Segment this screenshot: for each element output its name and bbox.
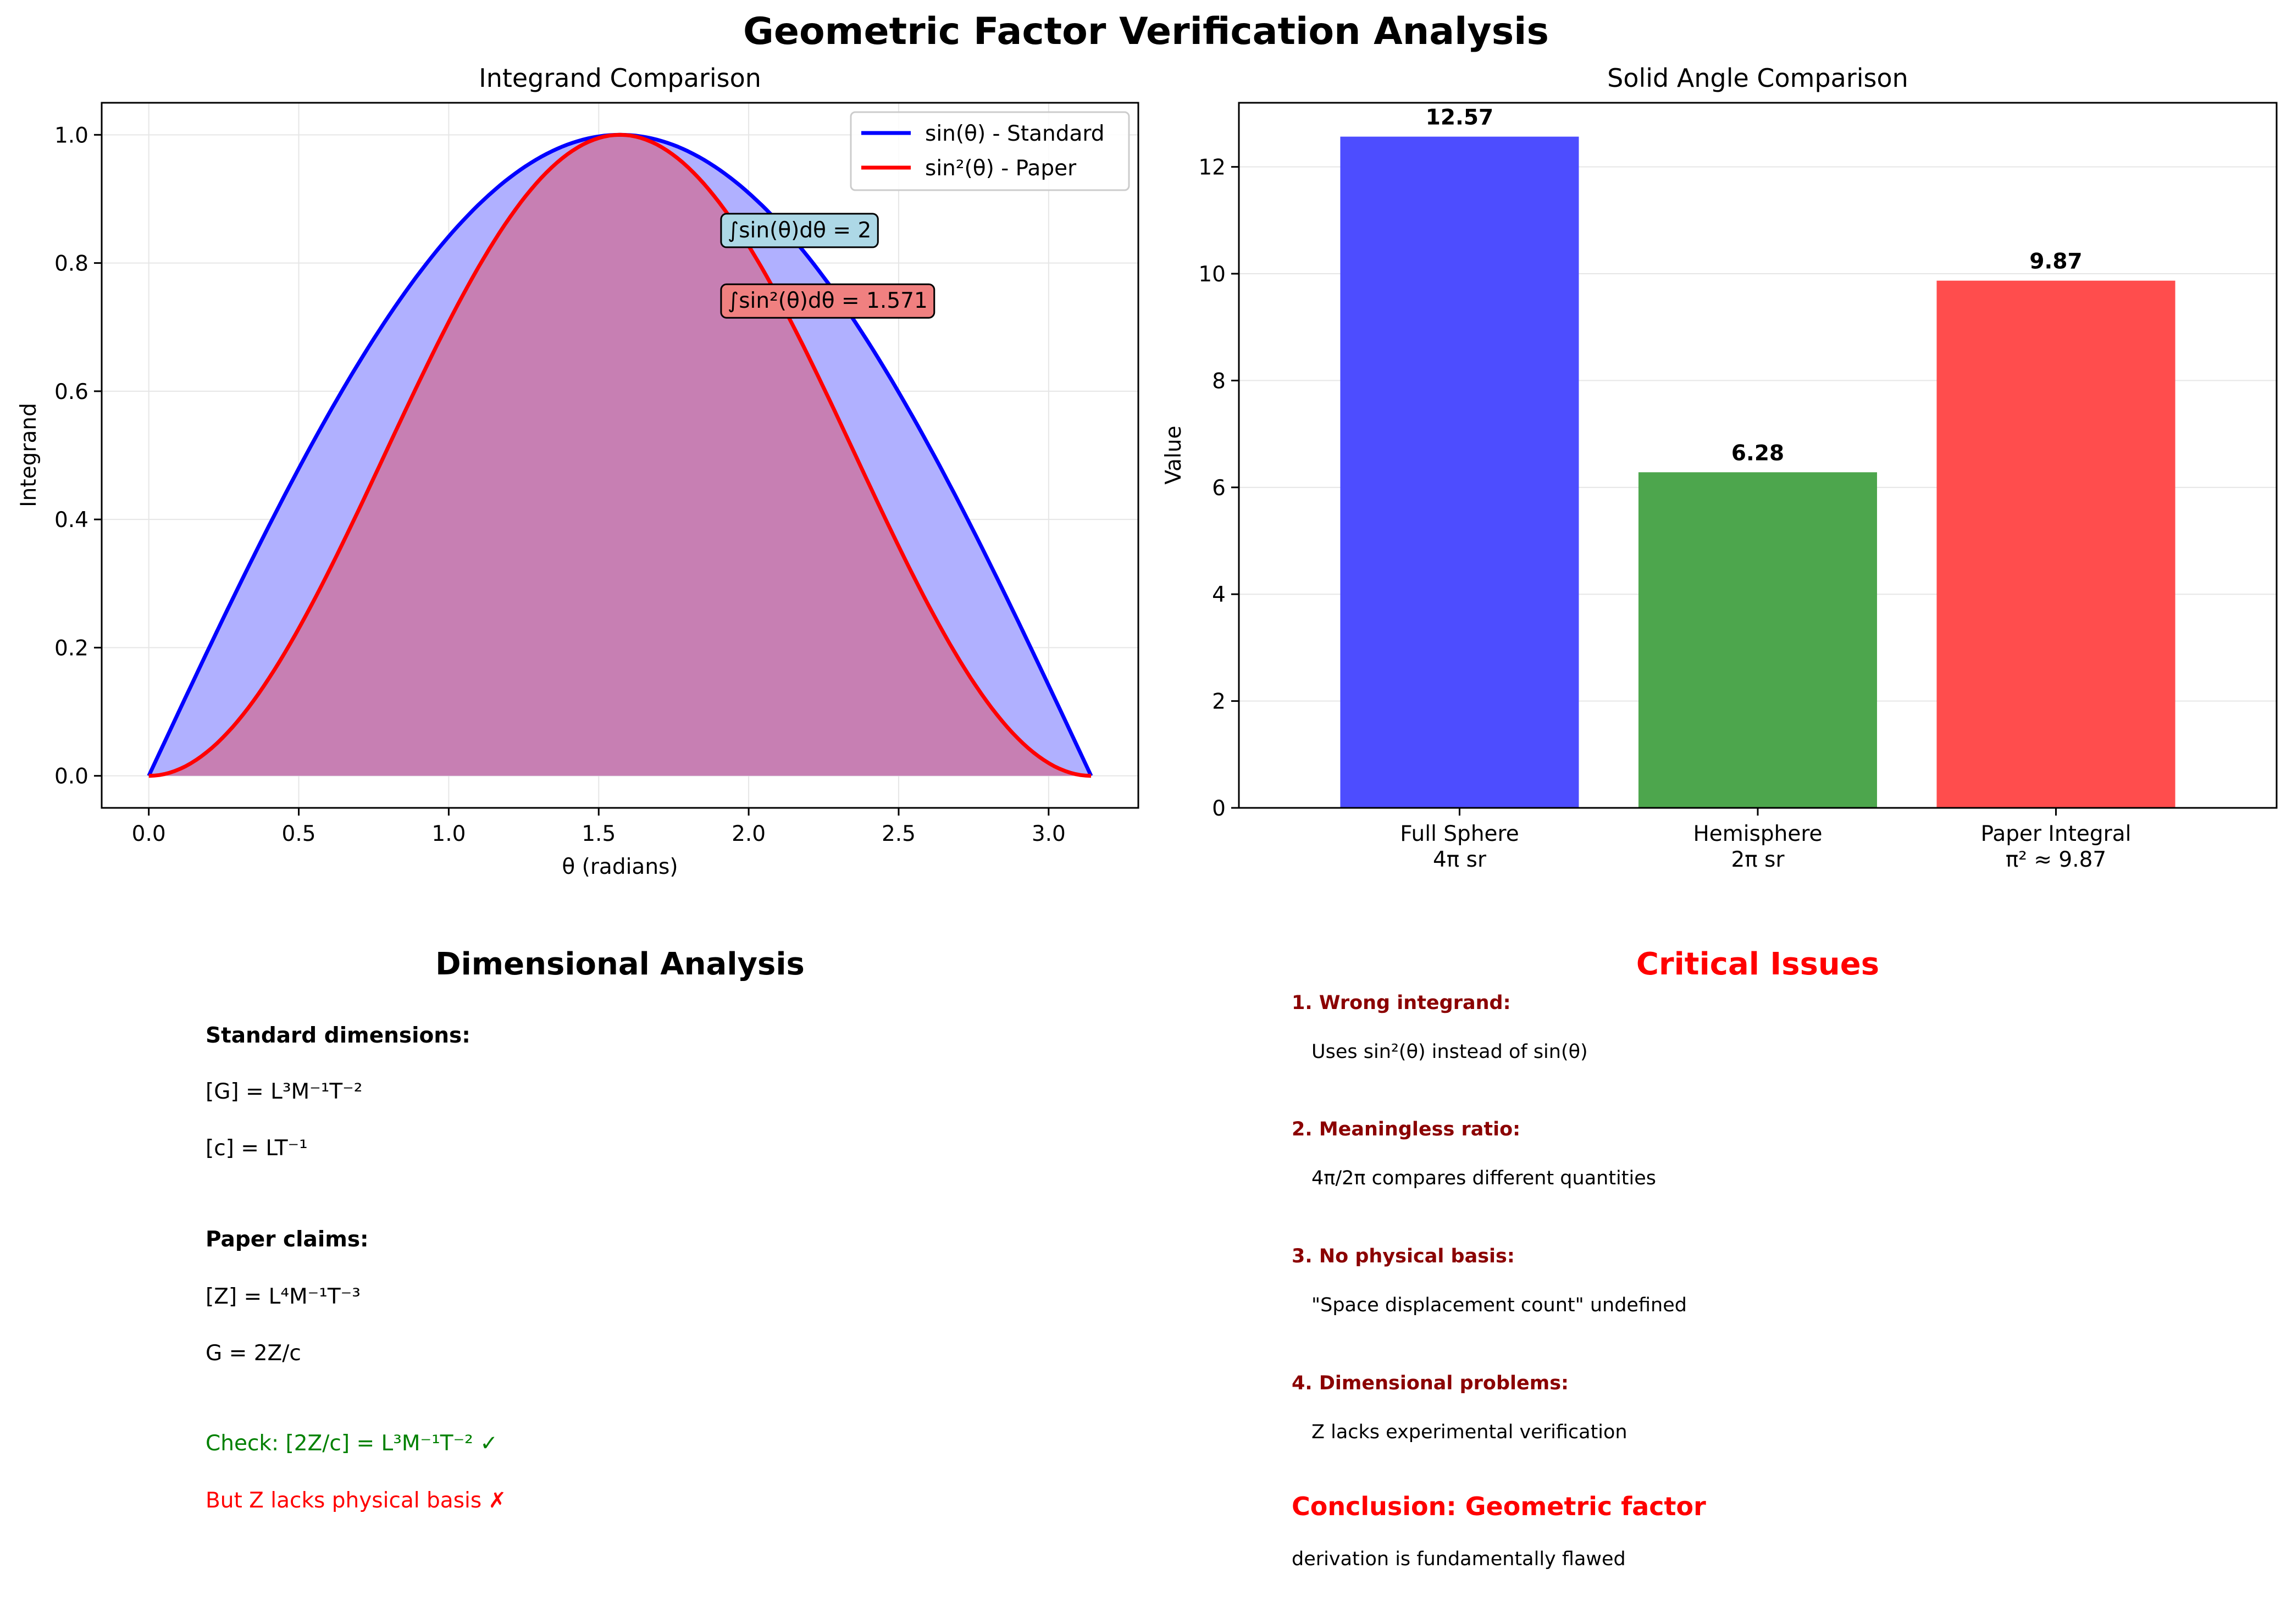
chart2-value-label: 9.87 — [2029, 250, 2082, 274]
issue-2-body: 4π/2π compares different quantities — [1311, 1167, 1656, 1189]
chart2-xtick-label: 2π sr — [1731, 847, 1785, 872]
chart1-fill-series-1 — [148, 135, 1092, 776]
annotation-box — [720, 283, 935, 319]
chart2-ytick-label: 4 — [1212, 583, 1226, 607]
chart2-bar-1 — [1638, 472, 1878, 808]
chart1-ytick-label: 1.0 — [54, 123, 88, 148]
issue-3-heading: 3. No physical basis: — [1292, 1245, 1515, 1267]
chart1-legend: sin(θ) - Standard sin²(θ) - Paper — [850, 111, 1130, 191]
issue-4-heading: 4. Dimensional problems: — [1292, 1372, 1569, 1394]
annotation-text: ∫sin(θ)dθ = 2 — [728, 218, 871, 243]
annotation-text: ∫sin²(θ)dθ = 1.571 — [728, 289, 928, 313]
chart2-ytick-label: 2 — [1212, 690, 1226, 714]
paper-claims-heading: Paper claims: — [206, 1227, 369, 1252]
chart2-ytick-label: 10 — [1198, 262, 1226, 287]
chart1-xtick-label: 0.0 — [132, 822, 166, 846]
chart1-ytick-label: 0.0 — [54, 764, 88, 789]
chart2-bars — [1340, 136, 2175, 808]
legend-frame — [850, 111, 1130, 191]
issue-1-heading: 1. Wrong integrand: — [1292, 992, 1511, 1014]
figure-title: Geometric Factor Verification Analysis — [743, 10, 1549, 53]
solid-angle-chart: Solid Angle Comparison 0 2 4 6 8 10 12 Full Sp… — [1161, 63, 2278, 872]
issue-3-body: "Space displacement count" undefined — [1311, 1294, 1687, 1316]
issue-1-body: Uses sin²(θ) instead of sin(θ) — [1311, 1041, 1588, 1063]
chart1-annotations: ∫sin(θ)dθ = 2 ∫sin²(θ)dθ = 1.571 — [720, 213, 935, 319]
chart1-xtick-label: 2.5 — [882, 822, 916, 846]
chart2-bar-0 — [1340, 136, 1579, 808]
chart2-xtick-label: Paper Integral — [1981, 822, 2132, 846]
conclusion-body: derivation is fundamentally flawed — [1292, 1548, 1626, 1570]
c-dimension: [c] = LT⁻¹ — [206, 1136, 308, 1161]
chart1-xtick-label: 2.0 — [732, 822, 766, 846]
but-line: But Z lacks physical basis ✗ — [206, 1488, 507, 1513]
chart2-value-label: 12.57 — [1426, 106, 1493, 130]
chart2-xtick-label: π² ≈ 9.87 — [2006, 847, 2106, 872]
chart1-xlabel: θ (radians) — [562, 855, 678, 879]
chart1-xtick-label: 1.0 — [431, 822, 466, 846]
issues-title: Critical Issues — [1636, 946, 1880, 982]
chart1-ytick-label: 0.6 — [54, 380, 88, 404]
chart2-ytick-label: 12 — [1198, 156, 1226, 180]
chart1-annotation-1: ∫sin²(θ)dθ = 1.571 — [720, 283, 935, 319]
chart2-ytick-label: 6 — [1212, 476, 1226, 501]
chart2-title: Solid Angle Comparison — [1607, 63, 1908, 93]
standard-dimensions-heading: Standard dimensions: — [206, 1023, 470, 1048]
chart2-xtick-label: 4π sr — [1433, 847, 1487, 872]
chart1-lines — [147, 132, 1093, 778]
chart2-bar-2 — [1936, 280, 2175, 808]
chart2-xtick-label: Full Sphere — [1400, 822, 1519, 846]
annotation-box — [720, 213, 879, 248]
chart2-value-label: 6.28 — [1731, 441, 1784, 465]
chart2-ylabel: Value — [1161, 425, 1186, 484]
chart1-axes-frame — [101, 102, 1139, 809]
legend-label-sin: sin(θ) - Standard — [925, 121, 1104, 146]
chart2-ytick-label: 0 — [1212, 796, 1226, 821]
chart1-fills — [148, 135, 1092, 776]
g-equation: G = 2Z/c — [206, 1341, 301, 1366]
g-dimension: [G] = L³M⁻¹T⁻² — [206, 1079, 363, 1104]
issue-4-body: Z lacks experimental verification — [1311, 1421, 1627, 1443]
chart2-y-ticks: 0 2 4 6 8 10 12 — [1198, 156, 1239, 821]
chart2-xtick-label: Hemisphere — [1693, 822, 1822, 846]
dimensional-title: Dimensional Analysis — [435, 946, 805, 982]
conclusion-heading: Conclusion: Geometric factor — [1292, 1492, 1706, 1521]
chart2-ytick-label: 8 — [1212, 369, 1226, 393]
chart1-ylabel: Integrand — [16, 403, 41, 507]
chart1-xtick-label: 0.5 — [282, 822, 316, 846]
chart2-value-labels: 12.57 6.28 9.87 — [1426, 106, 2083, 466]
chart1-ytick-label: 0.8 — [54, 252, 88, 276]
chart1-xtick-label: 1.5 — [582, 822, 616, 846]
chart1-title: Integrand Comparison — [479, 63, 761, 93]
z-dimension: [Z] = L⁴M⁻¹T⁻³ — [206, 1284, 361, 1309]
chart1-annotation-0: ∫sin(θ)dθ = 2 — [720, 213, 879, 248]
chart1-y-ticks: 0.0 0.2 0.4 0.6 0.8 1.0 — [54, 123, 102, 789]
issue-2-heading: 2. Meaningless ratio: — [1292, 1118, 1521, 1140]
integrand-chart: Integrand Comparison 0.0 0.5 1.0 1.5 2.0 2.5 3… — [16, 63, 1139, 879]
chart1-x-ticks: 0.0 0.5 1.0 1.5 2.0 2.5 3.0 — [132, 808, 1066, 846]
chart1-xtick-label: 3.0 — [1032, 822, 1066, 846]
check-line: Check: [2Z/c] = L³M⁻¹T⁻² ✓ — [206, 1431, 498, 1456]
chart1-line-series-1 — [148, 132, 1092, 778]
chart1-ytick-label: 0.2 — [54, 636, 88, 661]
chart1-ytick-label: 0.4 — [54, 508, 88, 533]
legend-label-sin2: sin²(θ) - Paper — [925, 156, 1077, 181]
